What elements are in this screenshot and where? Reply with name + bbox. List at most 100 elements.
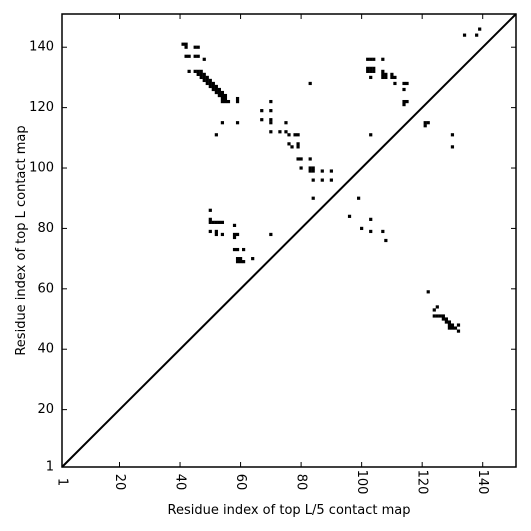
contact-point [478, 27, 482, 31]
x-tick-label: 60 [233, 474, 248, 491]
contact-point [284, 130, 288, 134]
contact-point [196, 69, 200, 73]
contact-point [232, 232, 237, 237]
contact-point [196, 72, 200, 76]
contact-point [308, 166, 312, 170]
contact-point [369, 66, 373, 70]
contact-point [384, 238, 388, 243]
contact-point [381, 229, 385, 234]
y-axis-label: Residue index of top L contact map [14, 125, 29, 355]
contact-point [390, 72, 394, 76]
contact-point [381, 69, 385, 73]
diagonal-line [61, 13, 517, 468]
contact-point [372, 69, 376, 73]
contact-point [311, 169, 315, 173]
contact-point [223, 93, 228, 98]
contact-point [311, 166, 315, 170]
contact-point [242, 247, 246, 252]
x-tick-label: 40 [173, 474, 188, 491]
contact-point [235, 260, 240, 264]
contact-point [202, 72, 206, 76]
contact-point [308, 169, 312, 173]
contact-point [441, 317, 445, 321]
contact-point [211, 87, 215, 92]
contact-point [384, 72, 388, 76]
contact-point [269, 121, 273, 125]
x-tick-label: 20 [112, 474, 127, 491]
contact-point [450, 133, 455, 137]
contact-point [242, 260, 246, 264]
plot-frame [61, 13, 517, 468]
y-tick-label: 100 [29, 161, 54, 176]
contact-point [299, 166, 303, 170]
contact-point [405, 81, 409, 86]
contact-point [199, 69, 203, 73]
contact-point [405, 99, 409, 104]
contact-point [296, 145, 300, 149]
contact-point [214, 229, 218, 234]
contact-point [269, 130, 273, 134]
contact-point [311, 178, 315, 182]
contact-point [217, 87, 221, 92]
contact-point [438, 314, 442, 318]
contact-point [329, 178, 333, 182]
contact-point [208, 81, 212, 86]
contact-point [360, 226, 364, 231]
contact-point [220, 99, 225, 104]
contact-point [402, 87, 406, 92]
contact-point [232, 247, 237, 252]
contact-point [432, 314, 436, 318]
contact-point [284, 121, 288, 125]
contact-point [260, 118, 264, 122]
contact-point [402, 103, 406, 107]
contact-point [447, 323, 452, 327]
contact-point [208, 208, 212, 212]
x-tick-label: 80 [294, 474, 309, 491]
y-tick-label: 20 [37, 402, 54, 417]
contact-point [232, 235, 237, 240]
contact-point [381, 75, 385, 80]
contact-point [296, 157, 300, 161]
contact-point [384, 75, 388, 80]
contact-point [217, 93, 221, 98]
contact-point [296, 133, 300, 137]
contact-point [299, 157, 303, 161]
contact-point [202, 78, 206, 83]
contact-point [269, 232, 273, 237]
contact-point [278, 130, 282, 134]
contact-point [320, 169, 324, 173]
contact-point [453, 326, 458, 330]
contact-point [202, 75, 206, 80]
contact-point [423, 124, 427, 128]
contact-point [444, 320, 448, 324]
contact-point [205, 75, 209, 80]
contact-point [205, 78, 209, 83]
contact-point [211, 220, 215, 224]
contact-point [260, 109, 264, 113]
contact-point [329, 169, 333, 173]
contact-point [193, 45, 197, 49]
contact-point [369, 133, 373, 137]
contact-point [184, 42, 188, 46]
contact-point [456, 329, 461, 333]
contact-point [208, 84, 212, 89]
contact-point [366, 66, 370, 70]
contact-point [217, 90, 221, 95]
contact-point [199, 75, 203, 80]
contact-point [456, 323, 461, 327]
y-tick-label: 80 [37, 221, 54, 236]
contact-point [320, 178, 324, 182]
y-tick-label: 40 [37, 342, 54, 357]
contact-point [235, 257, 240, 261]
contact-point [220, 93, 225, 98]
contact-point [214, 232, 218, 237]
contact-point [208, 217, 212, 221]
contact-point [205, 81, 209, 86]
contact-point [347, 214, 352, 218]
contact-point [269, 109, 273, 113]
contact-point [366, 69, 370, 73]
contact-point [435, 314, 439, 318]
contact-point [366, 57, 370, 61]
contact-point [232, 223, 237, 227]
contact-point [251, 257, 255, 261]
